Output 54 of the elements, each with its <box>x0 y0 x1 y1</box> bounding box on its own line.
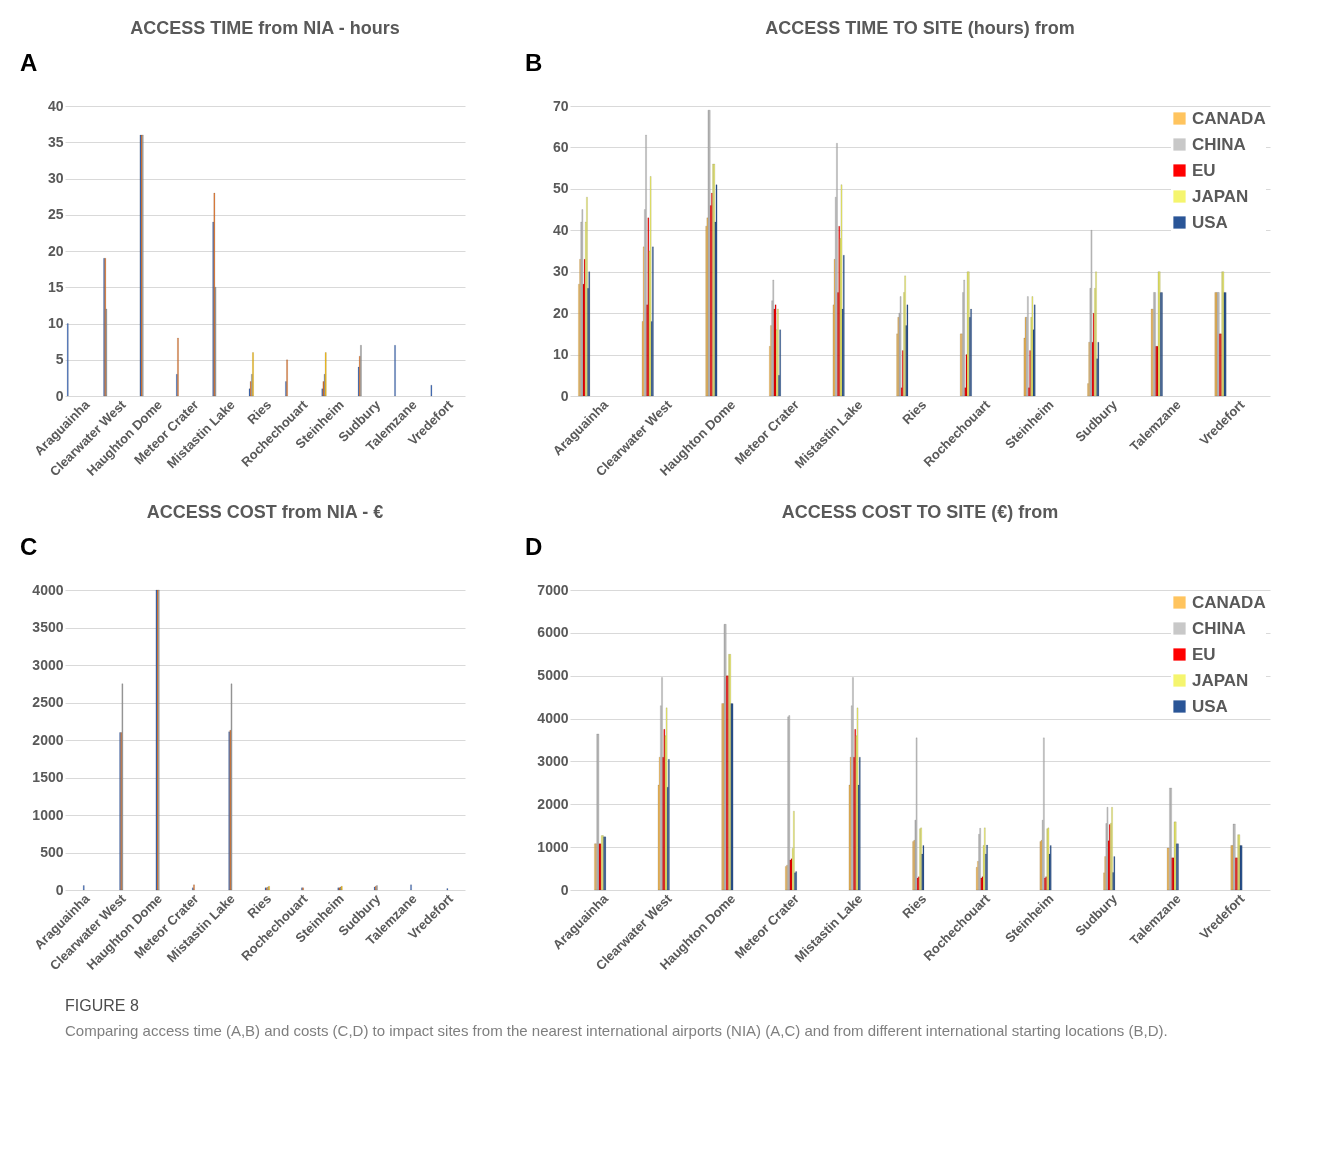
y-tick-label: 0 <box>560 387 569 404</box>
legend-label: JAPAN <box>1192 670 1249 690</box>
y-tick-label: 3000 <box>537 752 569 769</box>
text: Comparing access time (A,B) and costs (C,D) to impact sites from the nearest international airports (NIA) (A,C) and from different international starting locations (B,D). <box>65 1022 1168 1039</box>
y-tick-label: 0 <box>55 881 64 898</box>
y-tick-label: 30 <box>47 170 64 186</box>
y-tick-label: 4000 <box>537 710 569 727</box>
y-tick-label: 25 <box>47 206 64 223</box>
y-tick-label: 0 <box>55 387 64 404</box>
text: A <box>20 49 38 76</box>
y-tick-label: 10 <box>47 315 64 331</box>
legend-label: EU <box>1192 160 1216 180</box>
y-tick-label: 60 <box>552 138 569 155</box>
y-tick-label: 5 <box>55 351 64 368</box>
y-tick-label: 20 <box>47 242 64 259</box>
y-tick-label: 3500 <box>32 619 64 635</box>
legend-label: CHINA <box>1192 618 1246 638</box>
y-tick-label: 50 <box>552 180 569 197</box>
legend-label: CHINA <box>1192 134 1246 154</box>
y-tick-label: 0 <box>560 881 569 898</box>
chart-title: ACCESS TIME from NIA - hours <box>130 18 400 38</box>
y-tick-label: 5000 <box>537 667 569 684</box>
y-tick-label: 1000 <box>537 838 569 855</box>
y-tick-label: 1500 <box>32 769 64 785</box>
chart-title: ACCESS COST TO SITE (€) from <box>781 502 1059 522</box>
y-tick-label: 20 <box>552 304 569 321</box>
caption: FIGURE 8 <box>65 997 139 1014</box>
y-tick-label: 30 <box>552 263 569 280</box>
text: D <box>525 533 543 560</box>
y-tick-label: 15 <box>47 278 64 295</box>
y-tick-label: 2000 <box>537 795 569 812</box>
y-tick-label: 40 <box>47 97 64 114</box>
legend-label: USA <box>1192 696 1228 716</box>
text: B <box>525 49 543 76</box>
y-tick-label: 3000 <box>32 656 64 673</box>
y-tick-label: 10 <box>552 346 569 363</box>
y-tick-label: 2000 <box>32 731 64 748</box>
y-tick-label: 40 <box>552 221 569 238</box>
y-tick-label: 35 <box>47 133 64 150</box>
chart-title: ACCESS COST from NIA - € <box>146 502 384 522</box>
legend-label: CANADA <box>1192 592 1266 612</box>
chart-title: ACCESS TIME TO SITE (hours) from <box>765 18 1075 38</box>
y-tick-label: 6000 <box>537 624 569 641</box>
y-tick-label: 70 <box>552 97 569 114</box>
legend-label: CANADA <box>1192 108 1266 128</box>
legend-label: JAPAN <box>1192 186 1249 206</box>
legend-label: USA <box>1192 212 1228 232</box>
legend-label: EU <box>1192 644 1216 664</box>
y-tick-label: 7000 <box>537 581 569 598</box>
y-tick-label: 4000 <box>32 581 64 598</box>
y-tick-label: 500 <box>40 844 64 860</box>
y-tick-label: 1000 <box>32 806 64 823</box>
y-tick-label: 2500 <box>32 694 64 710</box>
text: C <box>20 533 38 560</box>
